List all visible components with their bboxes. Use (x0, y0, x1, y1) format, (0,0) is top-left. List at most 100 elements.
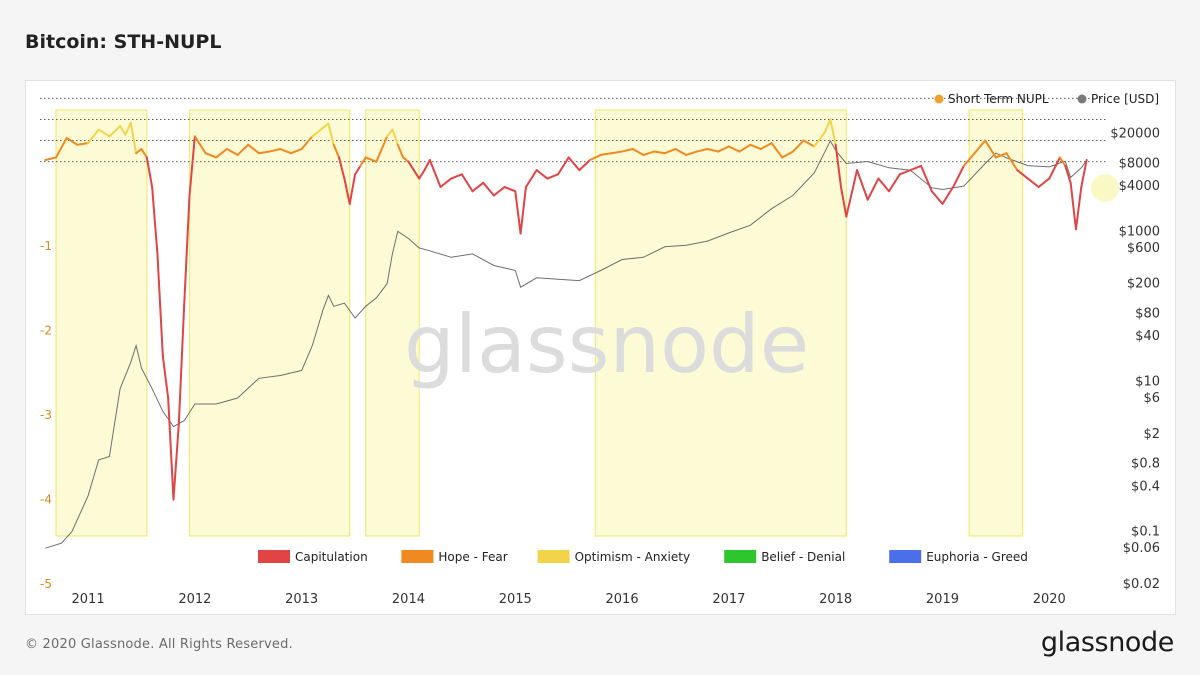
nupl-segment (279, 148, 292, 155)
nupl-segment (135, 148, 143, 155)
nupl-segment (685, 150, 698, 156)
nupl-segment (177, 304, 186, 425)
nupl-segment (781, 150, 794, 159)
nupl-segment (338, 156, 346, 180)
nupl-segment (631, 148, 645, 156)
nupl-segment (439, 177, 453, 189)
x-tick-label: 2020 (1033, 592, 1066, 607)
watermark: glassnode (404, 298, 809, 391)
nupl-segment (1016, 169, 1029, 180)
right-tick-label: $20000 (1110, 127, 1160, 142)
nupl-segment (941, 186, 955, 205)
copyright-text: © 2020 Glassnode. All Rights Reserved. (25, 637, 293, 652)
left-axis-ticks: -1 -2 -3 -4 -5 (40, 239, 52, 591)
right-tick-label: $40 (1135, 329, 1160, 344)
bottom-legend-item[interactable]: Optimism - Anxiety (537, 550, 690, 564)
nupl-segment (215, 148, 228, 159)
nupl-segment (460, 173, 474, 193)
nupl-segment (65, 137, 79, 146)
bottom-legend-item[interactable]: Capitulation (258, 550, 368, 564)
glassnode-logo: glassnode (1040, 627, 1175, 658)
nupl-segment (519, 186, 527, 235)
nupl-segment (188, 135, 196, 197)
nupl-segment (450, 173, 463, 180)
nupl-segment (524, 169, 538, 189)
legend-label: Short Term NUPL (948, 92, 1049, 106)
left-tick-label: -2 (40, 324, 52, 338)
nupl-segment (87, 128, 100, 145)
right-tick-label: $600 (1127, 241, 1160, 256)
nupl-segment (332, 143, 341, 159)
nupl-segment (706, 148, 720, 153)
nupl-segment (55, 137, 68, 159)
legend-swatch (724, 550, 757, 563)
nupl-segment (172, 422, 180, 501)
bottom-legend-item[interactable]: Hope - Fear (401, 550, 508, 564)
nupl-segment (119, 125, 127, 136)
nupl-segment (877, 177, 891, 193)
top-legend-item[interactable]: Short Term NUPL (934, 92, 1049, 106)
legend-label: Capitulation (295, 550, 368, 564)
right-tick-label: $80 (1135, 307, 1160, 322)
nupl-segment (76, 142, 90, 146)
right-tick-label: $0.02 (1123, 577, 1160, 592)
nupl-segment (717, 145, 730, 153)
nupl-segment (1080, 158, 1088, 189)
nupl-segment (535, 169, 549, 180)
right-tick-label: $6 (1143, 391, 1160, 406)
x-tick-label: 2018 (819, 592, 852, 607)
nupl-segment (156, 253, 164, 357)
nupl-segment (386, 128, 394, 138)
nupl-segment (1037, 177, 1051, 189)
page-title: Bitcoin: STH-NUPL (25, 31, 222, 53)
right-tick-label: $200 (1127, 277, 1160, 292)
bottom-legend[interactable]: Capitulation Hope - Fear Optimism - Anxiet… (258, 550, 1028, 564)
nupl-segment (674, 148, 688, 156)
bottom-legend-item[interactable]: Belief - Denial (724, 550, 845, 564)
legend-swatch (889, 550, 922, 563)
nupl-segment (802, 139, 816, 148)
highlight-periods (55, 109, 1024, 537)
bottom-legend-item[interactable]: Euphoria - Greed (889, 550, 1028, 564)
nupl-segment (1005, 152, 1019, 172)
nupl-segment (727, 145, 741, 153)
nupl-segment (888, 173, 901, 193)
right-tick-label: $0.06 (1123, 541, 1160, 556)
nupl-segment (204, 152, 218, 159)
legend-swatch (258, 550, 290, 563)
nupl-segment (556, 156, 570, 176)
current-value-marker (1091, 174, 1119, 202)
nupl-segment (930, 190, 944, 205)
nupl-segment (653, 150, 666, 155)
top-legend-item[interactable]: Price [USD] (1077, 92, 1160, 106)
left-tick-label: -4 (40, 493, 52, 507)
right-tick-label: $2 (1143, 427, 1160, 442)
nupl-segment (663, 148, 677, 155)
x-tick-label: 2016 (606, 592, 639, 607)
nupl-segment (840, 186, 848, 218)
nupl-segment (866, 177, 880, 201)
nupl-segment (845, 169, 859, 218)
nupl-segment (145, 156, 154, 189)
x-tick-label: 2017 (712, 592, 745, 607)
nupl-segment (354, 164, 362, 176)
legend-label: Optimism - Anxiety (575, 550, 690, 564)
nupl-segment (856, 169, 869, 201)
nupl-segment (183, 194, 191, 307)
nupl-segment (546, 173, 559, 180)
nupl-segment (482, 181, 495, 197)
legend-label: Belief - Denial (761, 550, 845, 564)
nupl-segment (610, 150, 624, 155)
highlight-period (968, 109, 1024, 537)
legend-label: Price [USD] (1091, 92, 1159, 106)
nupl-segment (770, 142, 784, 159)
top-legend[interactable]: Short Term NUPL Price [USD] (934, 92, 1160, 106)
nupl-segment (322, 122, 330, 129)
right-tick-label: $1000 (1119, 224, 1160, 239)
nupl-segment (962, 152, 976, 167)
nupl-segment (247, 143, 260, 155)
nupl-segment (44, 156, 58, 161)
nupl-segment (225, 148, 239, 156)
right-tick-label: $0.4 (1131, 479, 1160, 494)
nupl-segment (1069, 181, 1077, 231)
